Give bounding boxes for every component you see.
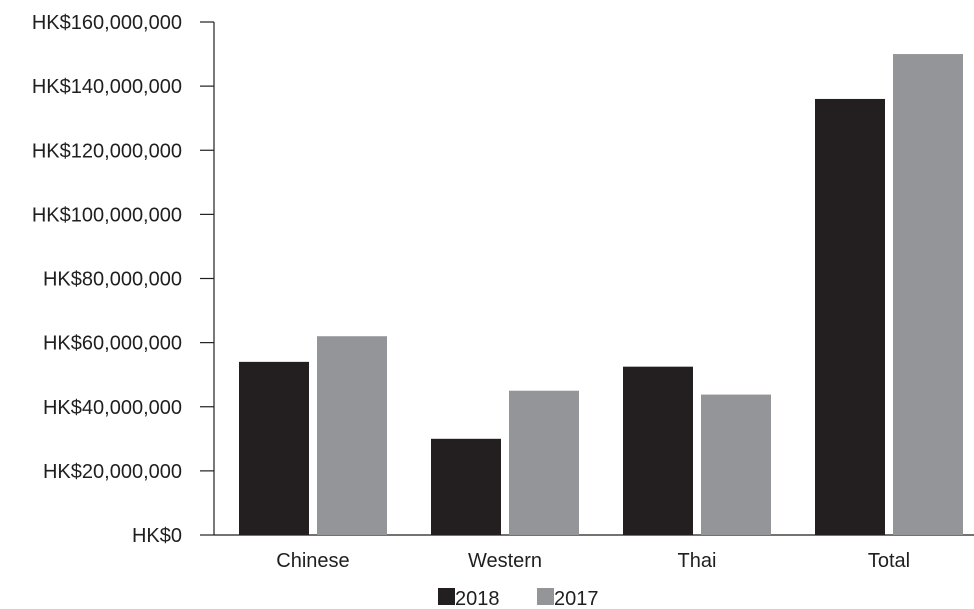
y-tick-label: HK$80,000,000 xyxy=(43,269,182,291)
y-tick-label: HK$100,000,000 xyxy=(32,204,182,226)
y-tick-label: HK$20,000,000 xyxy=(43,461,182,483)
bar-2017-total xyxy=(893,54,963,535)
y-tick-label: HK$140,000,000 xyxy=(32,76,182,98)
x-tick-label: Chinese xyxy=(276,550,349,572)
bars-layer xyxy=(239,54,963,535)
y-tick-label: HK$60,000,000 xyxy=(43,333,182,355)
bar-2018-total xyxy=(815,98,885,535)
legend-swatch-2017 xyxy=(537,588,554,605)
bar-2017-thai xyxy=(701,394,771,535)
bar-2018-thai xyxy=(623,366,693,535)
legend-swatch-2018 xyxy=(438,588,455,605)
x-tick-label: Western xyxy=(468,550,542,572)
y-tick-label: HK$160,000,000 xyxy=(32,12,182,34)
bar-2018-chinese xyxy=(239,361,309,535)
bar-2017-western xyxy=(509,390,579,535)
y-tick-label: HK$0 xyxy=(132,525,182,547)
x-tick-label: Thai xyxy=(678,550,717,572)
legend-label-2018: 2018 xyxy=(455,588,500,609)
x-tick-label: Total xyxy=(868,550,910,572)
legend: 2018 2017 xyxy=(438,588,599,609)
y-tick-label: HK$120,000,000 xyxy=(32,140,182,162)
y-tick-label: HK$40,000,000 xyxy=(43,397,182,419)
labels-layer: HK$0 HK$20,000,000 HK$40,000,000 HK$60,000,… xyxy=(32,12,910,572)
legend-label-2017: 2017 xyxy=(554,588,599,609)
bar-2018-western xyxy=(431,438,501,535)
bar-2017-chinese xyxy=(317,336,387,535)
